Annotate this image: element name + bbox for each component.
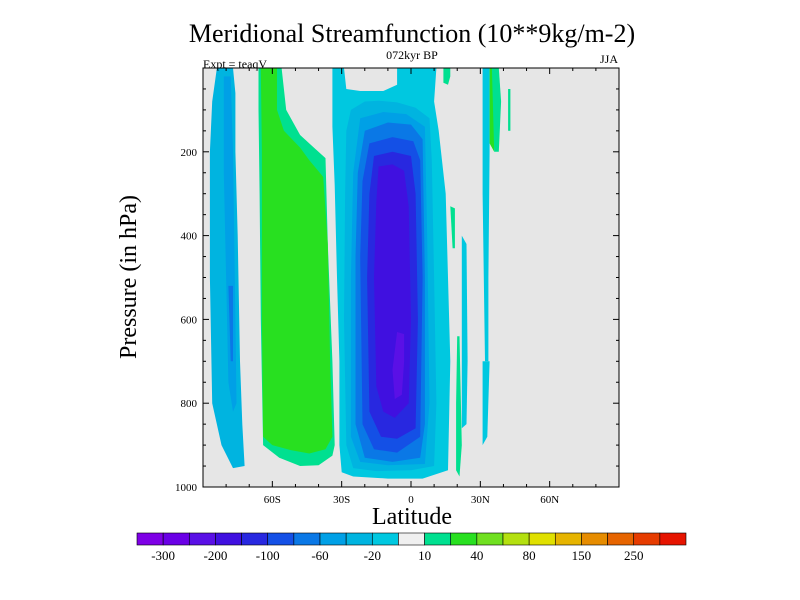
- colorbar-swatch: [554, 532, 582, 546]
- colorbar-label: 150: [572, 548, 592, 563]
- y-tick-label: 800: [181, 398, 198, 410]
- y-tick-label: 200: [181, 147, 198, 159]
- colorbar-label: -200: [204, 548, 228, 563]
- colorbar-swatch: [398, 532, 425, 546]
- colorbar-swatch: [371, 532, 399, 546]
- colorbar-swatch: [345, 532, 373, 546]
- contour-n-cell-6: [374, 164, 411, 418]
- x-tick-label: 30S: [333, 494, 350, 506]
- y-axis-label: Pressure (in hPa): [116, 195, 142, 359]
- y-tick-label: 1000: [175, 482, 198, 494]
- chart-title: Meridional Streamfunction (10**9kg/m-2): [189, 19, 635, 48]
- y-tick-label: 400: [181, 231, 198, 243]
- colorbar-swatch: [293, 532, 321, 546]
- colorbar-swatch: [424, 532, 452, 546]
- colorbar-label: -20: [364, 548, 381, 563]
- contour-n-cell-core: [392, 332, 405, 399]
- tick-layer: 60S 30S 0 30N 60N 200 400 600 800 1000: [175, 68, 620, 506]
- contour-s-lobe-inner: [223, 76, 237, 412]
- contour-ne-cyan-strip: [461, 235, 468, 429]
- colorbar-swatch: [188, 532, 216, 546]
- colorbar-swatch: [581, 532, 608, 546]
- contour-n-green-thin-a: [450, 206, 455, 249]
- colorbar-label: 40: [470, 548, 483, 563]
- x-axis-label: Latitude: [372, 504, 452, 530]
- colorbar-swatch: [136, 532, 164, 546]
- x-tick-label: 60S: [264, 494, 281, 506]
- colorbar-label: -100: [256, 548, 280, 563]
- colorbar-swatch: [319, 532, 347, 546]
- experiment-label: Expt = teaqV: [203, 57, 267, 71]
- y-tick-label: 600: [181, 314, 198, 326]
- contour-ne-cyan-strip-2: [482, 68, 490, 362]
- colorbar-swatch: [450, 532, 478, 546]
- colorbar-swatch: [162, 532, 190, 546]
- colorbar-swatch: [502, 532, 530, 546]
- contour-n-green-thin-c: [491, 68, 502, 152]
- colorbar-label: 10: [418, 548, 431, 563]
- colorbar-swatch: [215, 532, 242, 546]
- colorbar-label: -60: [311, 548, 328, 563]
- x-tick-label: 0: [408, 494, 414, 506]
- contour-ne-green-strip-2: [456, 336, 462, 477]
- colorbar: -300 -200 -100 -60 -20 10 40 80 150 250: [136, 532, 687, 563]
- colorbar-swatch: [528, 532, 556, 546]
- colorbar-swatch: [633, 532, 661, 546]
- colorbar-swatch: [267, 532, 295, 546]
- colorbar-label: 250: [624, 548, 644, 563]
- contour-ne-green-strip: [443, 68, 451, 85]
- colorbar-swatch: [659, 532, 687, 546]
- season-label: JJA: [600, 52, 618, 66]
- contour-n-green-thin-d: [508, 89, 511, 131]
- chart-subtitle: 072kyr BP: [386, 48, 438, 62]
- colorbar-swatch: [607, 532, 635, 546]
- colorbar-swatch: [241, 532, 269, 546]
- colorbar-label: -300: [151, 548, 175, 563]
- contour-green-inner: [260, 68, 333, 454]
- contour-layer: [209, 68, 511, 479]
- colorbar-label: 80: [523, 548, 536, 563]
- colorbar-swatch: [476, 532, 504, 546]
- x-tick-label: 60N: [540, 494, 559, 506]
- contour-s-lobe-core: [228, 285, 233, 362]
- contour-n-cyan-thin: [482, 361, 490, 446]
- x-tick-label: 30N: [471, 494, 490, 506]
